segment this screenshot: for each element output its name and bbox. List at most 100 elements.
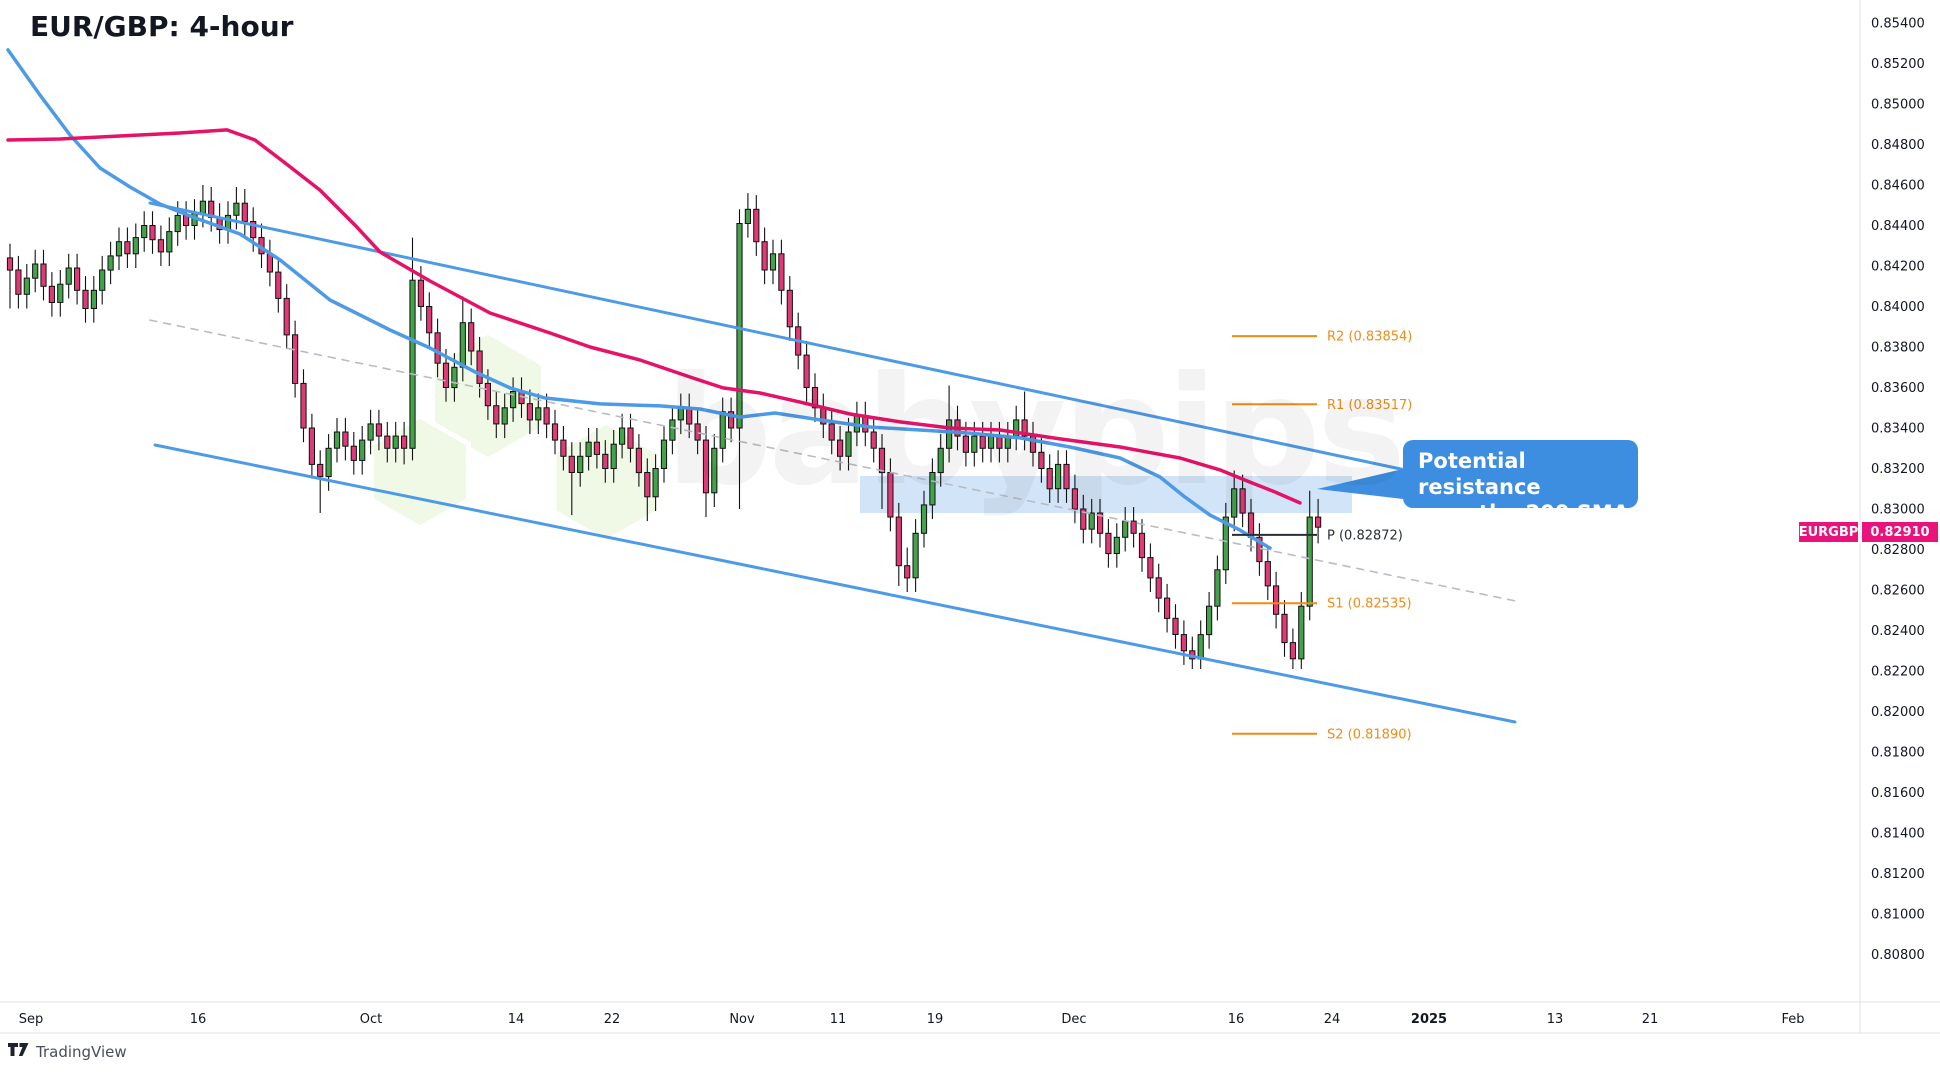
candle-body [325,447,332,478]
candle-body [694,423,701,441]
time-tick-label: 19 [927,1012,944,1027]
candle-body [459,322,466,368]
candle-body [1306,516,1313,607]
time-tick-label: 22 [604,1012,621,1027]
candle-body [845,431,852,457]
candle-body [962,435,969,453]
tradingview-logo-text: TradingView [36,1042,127,1061]
candle-body [82,289,89,309]
price-tick-label: 0.81600 [1871,786,1925,801]
time-tick-label: 11 [830,1012,847,1027]
candle-body [476,350,483,384]
last-price-badge: 0.82910 [1862,522,1938,542]
pivot-label: S1 (0.82535) [1327,597,1412,612]
page-title: EUR/GBP: 4-hour [30,10,294,43]
tradingview-logo[interactable]: TradingView [8,1042,127,1061]
candle-body [1155,577,1162,599]
price-axis[interactable]: 0.85400 0.85200 0.85000 0.84800 0.84600 0.844… [1871,17,1925,964]
line-100-sma [6,48,1272,550]
candle-body [736,223,743,429]
price-tick-label: 0.85200 [1871,57,1925,72]
candle-body [1122,520,1129,538]
candle-body [99,269,106,291]
annotation-line-1: Potential resistance [1418,449,1541,499]
candle-body [149,225,156,241]
time-tick-label: Nov [729,1012,755,1027]
candle-body [786,289,793,328]
candle-body [769,253,777,271]
candle-body [1281,613,1288,644]
candle-body [350,445,357,461]
candle-body [1080,508,1087,530]
candle-body [317,463,324,478]
candle-body [283,297,290,336]
candle-body [1164,597,1171,619]
symbol-badge: EURGBP [1799,522,1858,542]
candle-body [493,405,500,425]
price-tick-label: 0.84800 [1871,138,1925,153]
candle-body [551,423,559,441]
candle-body [577,455,584,473]
price-tick-label: 0.82400 [1871,624,1925,639]
resistance-zone[interactable] [860,476,1352,514]
candle-body [342,431,349,447]
candle-body [417,279,424,308]
time-tick-label: Sep [19,1012,44,1027]
time-tick-label: 24 [1324,1012,1341,1027]
candle-body [501,407,508,425]
candle-body [677,407,684,421]
candle-body [166,231,173,253]
time-axis[interactable]: Sep 16 Oct 14 22 Nov 11 19 Dec 16 24 2025 13 21 Feb [19,1012,1805,1027]
annotation-line-2: near the 200 SMA [1418,501,1629,525]
candle-body [1071,488,1079,510]
candle-body [719,411,726,449]
candle-body [48,285,55,303]
candle-body [1222,516,1229,571]
annotation-callout[interactable]: Potential resistance near the 200 SMA [1403,440,1638,525]
candle-body [1289,642,1297,660]
pivot-label: S2 (0.81890) [1327,727,1412,742]
watermark-hexagon [551,419,661,545]
candle-body [937,447,944,474]
candle-body [920,504,928,534]
candle-body [40,263,47,287]
price-tick-label: 0.82800 [1871,543,1925,558]
candle-body [1273,585,1280,615]
candle-body [300,382,307,429]
line-channel-upper [148,201,1407,472]
candle-body [568,455,575,473]
candle-body [1088,512,1095,530]
candle-body [1197,634,1204,660]
candle-body [199,200,207,214]
candle-body [57,283,64,303]
candle-body [241,202,248,222]
candle-body [560,439,567,457]
price-tick-label: 0.81400 [1871,827,1925,842]
candle-body [1063,463,1070,490]
candle-body [870,431,877,449]
price-tick-label: 0.84600 [1871,179,1925,194]
candle-body [32,263,39,279]
candle-body [1105,532,1112,555]
candle-body [6,257,14,271]
price-tick-label: 0.81200 [1871,867,1925,882]
annotation-pointer [1317,469,1403,499]
price-tick-label: 0.83400 [1871,422,1925,437]
candle-body [15,269,22,295]
candle-body [1214,569,1221,607]
time-tick-label: 14 [508,1012,525,1027]
candle-body [878,447,886,474]
candle-body [124,241,131,255]
pivot-label: R2 (0.83854) [1327,330,1412,345]
price-tick-label: 0.83800 [1871,341,1925,356]
candle-body [1055,463,1062,490]
candle-body [359,439,366,461]
candle-body [778,253,785,291]
candle-body [971,435,978,453]
candle-body [292,334,299,384]
candle-body [644,472,651,498]
candle-body [602,453,609,469]
candle-body [702,439,710,494]
